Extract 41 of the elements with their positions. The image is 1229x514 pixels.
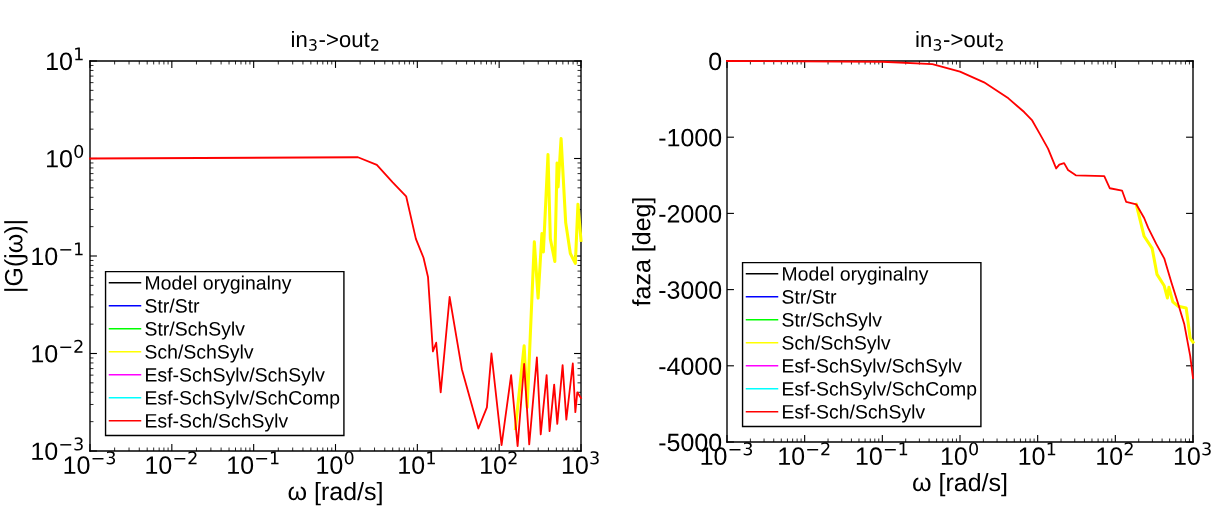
legend-label: Str/Str <box>145 298 200 313</box>
x-tick-label: 10$^{0}$ <box>317 451 354 475</box>
y-tick-label: -3000 <box>659 281 722 299</box>
x-tick-label: 10$^{1}$ <box>399 451 435 475</box>
x-tick-label: 10$^{3}$ <box>1174 442 1211 466</box>
legend-label: Model oryginalny <box>783 266 929 285</box>
chart-title: in$_{3}$->out$_{2}$ <box>916 30 1003 51</box>
legend-label: Model oryginalny <box>146 275 292 294</box>
chart-title: in$_{3}$->out$_{2}$ <box>291 30 379 51</box>
x-tick-label: 10$^{−2}$ <box>146 451 197 475</box>
x-axis-title: ω [rad/s] <box>913 472 1007 497</box>
x-tick-label: 10$^{−2}$ <box>779 442 830 466</box>
legend-label: Sch/SchSylv <box>145 344 254 363</box>
legend-label: Esf-SchSylv/SchSylv <box>783 358 962 377</box>
x-axis-title: ω [rad/s] <box>288 481 382 506</box>
legend-label: Esf-Sch/SchSylv <box>146 413 289 432</box>
legend-label: Str/SchSylv <box>782 312 882 331</box>
y-tick-label: 10$^{−1}$ <box>32 242 83 266</box>
legend-label: Esf-SchSylv/SchSylv <box>146 367 325 386</box>
y-tick-label: -4000 <box>659 357 722 376</box>
legend-label: Esf-Sch/SchSylv <box>783 404 926 423</box>
legend-label: Esf-SchSylv/SchComp <box>783 381 977 400</box>
x-tick-label: 10$^{2}$ <box>481 451 517 475</box>
y-tick-label: 0 <box>709 52 722 71</box>
y-axis-title: |G(jω)| <box>4 221 28 291</box>
x-tick-label: 10$^{2}$ <box>1097 442 1133 466</box>
x-tick-label: 10$^{−1}$ <box>228 451 279 475</box>
x-tick-label: 10$^{3}$ <box>562 451 599 475</box>
legend-label: Sch/SchSylv <box>782 335 891 354</box>
y-axis-title: faza [deg] <box>632 198 656 307</box>
legend-label: Str/Str <box>782 289 837 304</box>
y-tick-label: 10$^{0}$ <box>47 144 84 168</box>
y-tick-label: 10$^{1}$ <box>47 47 83 71</box>
x-tick-label: 10$^{1}$ <box>1019 442 1056 466</box>
y-tick-label: -2000 <box>659 205 722 223</box>
y-tick-label: -1000 <box>659 128 722 147</box>
legend-label: Esf-SchSylv/SchComp <box>146 390 340 409</box>
x-tick-label: 10$^{0}$ <box>941 442 979 466</box>
y-tick-label: 10$^{−2}$ <box>32 339 83 363</box>
legend-label: Str/SchSylv <box>145 321 245 340</box>
x-tick-label: 10$^{−1}$ <box>856 442 908 466</box>
